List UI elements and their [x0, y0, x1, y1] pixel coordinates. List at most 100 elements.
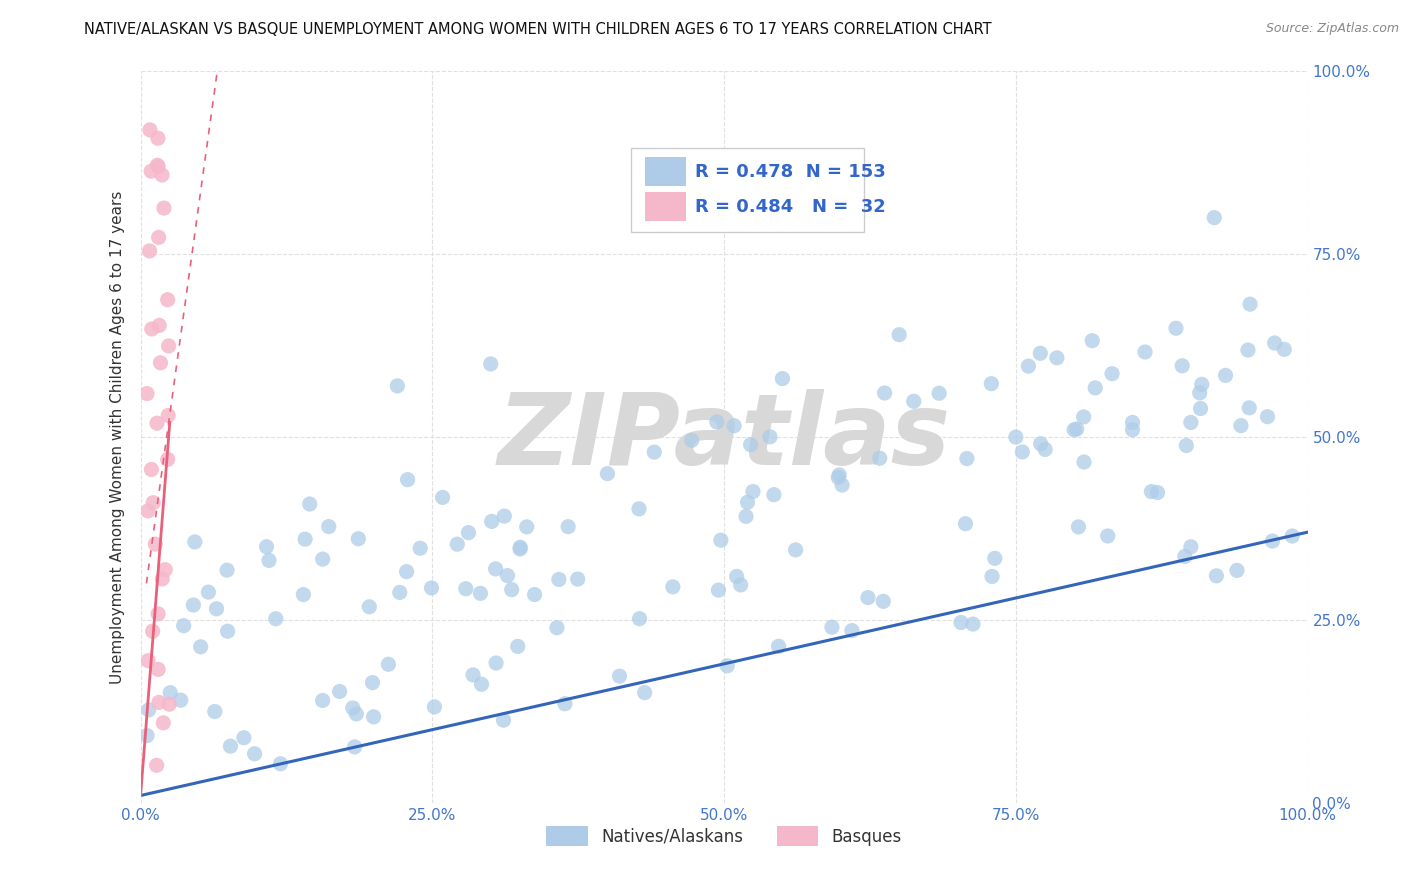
Point [516, 520, 538, 534]
Point [142, 624, 165, 639]
Point [347, 532, 370, 546]
Point [1174, 549, 1197, 564]
Point [1239, 401, 1261, 415]
Point [136, 729, 159, 743]
Point [1191, 377, 1213, 392]
Point [772, 371, 794, 385]
Point [609, 669, 631, 683]
Point [737, 495, 759, 509]
Point [1066, 422, 1088, 436]
Point [183, 598, 205, 612]
Point [1033, 442, 1056, 457]
Point [150, 168, 173, 182]
Point [146, 160, 169, 174]
Point [146, 131, 169, 145]
Point [1205, 569, 1227, 583]
Point [634, 685, 657, 699]
Text: R = 0.478  N = 153: R = 0.478 N = 153 [695, 162, 886, 180]
Point [156, 293, 179, 307]
Point [710, 533, 733, 548]
Point [204, 705, 226, 719]
Point [1146, 485, 1168, 500]
Point [903, 394, 925, 409]
Point [509, 541, 531, 555]
Point [363, 710, 385, 724]
Point [157, 339, 180, 353]
Point [298, 497, 321, 511]
Point [409, 541, 432, 556]
Legend: Natives/Alaskans, Basques: Natives/Alaskans, Basques [540, 820, 908, 853]
Point [873, 386, 896, 401]
Point [148, 230, 170, 244]
Point [1175, 438, 1198, 452]
Point [141, 462, 163, 476]
Point [446, 537, 468, 551]
Point [157, 409, 180, 423]
Point [423, 699, 446, 714]
Point [1101, 367, 1123, 381]
Point [136, 654, 159, 668]
Point [454, 582, 477, 596]
Point [1046, 351, 1069, 365]
Point [481, 515, 503, 529]
Point [1017, 359, 1039, 373]
Point [828, 467, 851, 482]
Text: NATIVE/ALASKAN VS BASQUE UNEMPLOYMENT AMONG WOMEN WITH CHILDREN AGES 6 TO 17 YEA: NATIVE/ALASKAN VS BASQUE UNEMPLOYMENT AM… [84, 22, 993, 37]
Point [173, 618, 195, 632]
Point [159, 686, 181, 700]
Point [311, 693, 333, 707]
Point [217, 624, 239, 639]
Point [662, 580, 685, 594]
Point [479, 357, 502, 371]
Point [567, 572, 589, 586]
Point [872, 594, 894, 608]
Point [1011, 445, 1033, 459]
Point [1239, 297, 1261, 311]
Point [141, 322, 163, 336]
Point [1272, 343, 1295, 357]
Point [548, 573, 571, 587]
Point [1005, 430, 1028, 444]
Point [1140, 484, 1163, 499]
Point [730, 578, 752, 592]
Point [821, 620, 844, 634]
Point [156, 452, 179, 467]
Text: Source: ZipAtlas.com: Source: ZipAtlas.com [1265, 22, 1399, 36]
Point [523, 588, 546, 602]
Point [962, 617, 984, 632]
Point [150, 572, 173, 586]
Point [785, 542, 807, 557]
Point [1029, 436, 1052, 450]
Point [1180, 416, 1202, 430]
Point [841, 624, 863, 638]
Point [197, 585, 219, 599]
Point [215, 563, 238, 577]
Point [457, 525, 479, 540]
Point [501, 582, 523, 597]
Point [554, 697, 576, 711]
Point [768, 640, 790, 654]
Point [152, 715, 174, 730]
Point [396, 473, 419, 487]
Point [387, 379, 409, 393]
Point [139, 123, 162, 137]
Point [146, 416, 169, 430]
Point [388, 585, 411, 599]
Point [831, 478, 853, 492]
Point [557, 519, 579, 533]
Point [1204, 211, 1226, 225]
Point [146, 607, 169, 621]
Point [1215, 368, 1237, 383]
Point [461, 668, 484, 682]
Point [955, 516, 977, 531]
Point [742, 484, 765, 499]
Point [827, 470, 849, 484]
Point [294, 532, 316, 546]
Point [1256, 409, 1278, 424]
Point [1081, 334, 1104, 348]
Text: R = 0.484   N =  32: R = 0.484 N = 32 [695, 198, 886, 216]
Point [643, 445, 665, 459]
Point [432, 491, 454, 505]
Point [492, 713, 515, 727]
Point [546, 621, 568, 635]
